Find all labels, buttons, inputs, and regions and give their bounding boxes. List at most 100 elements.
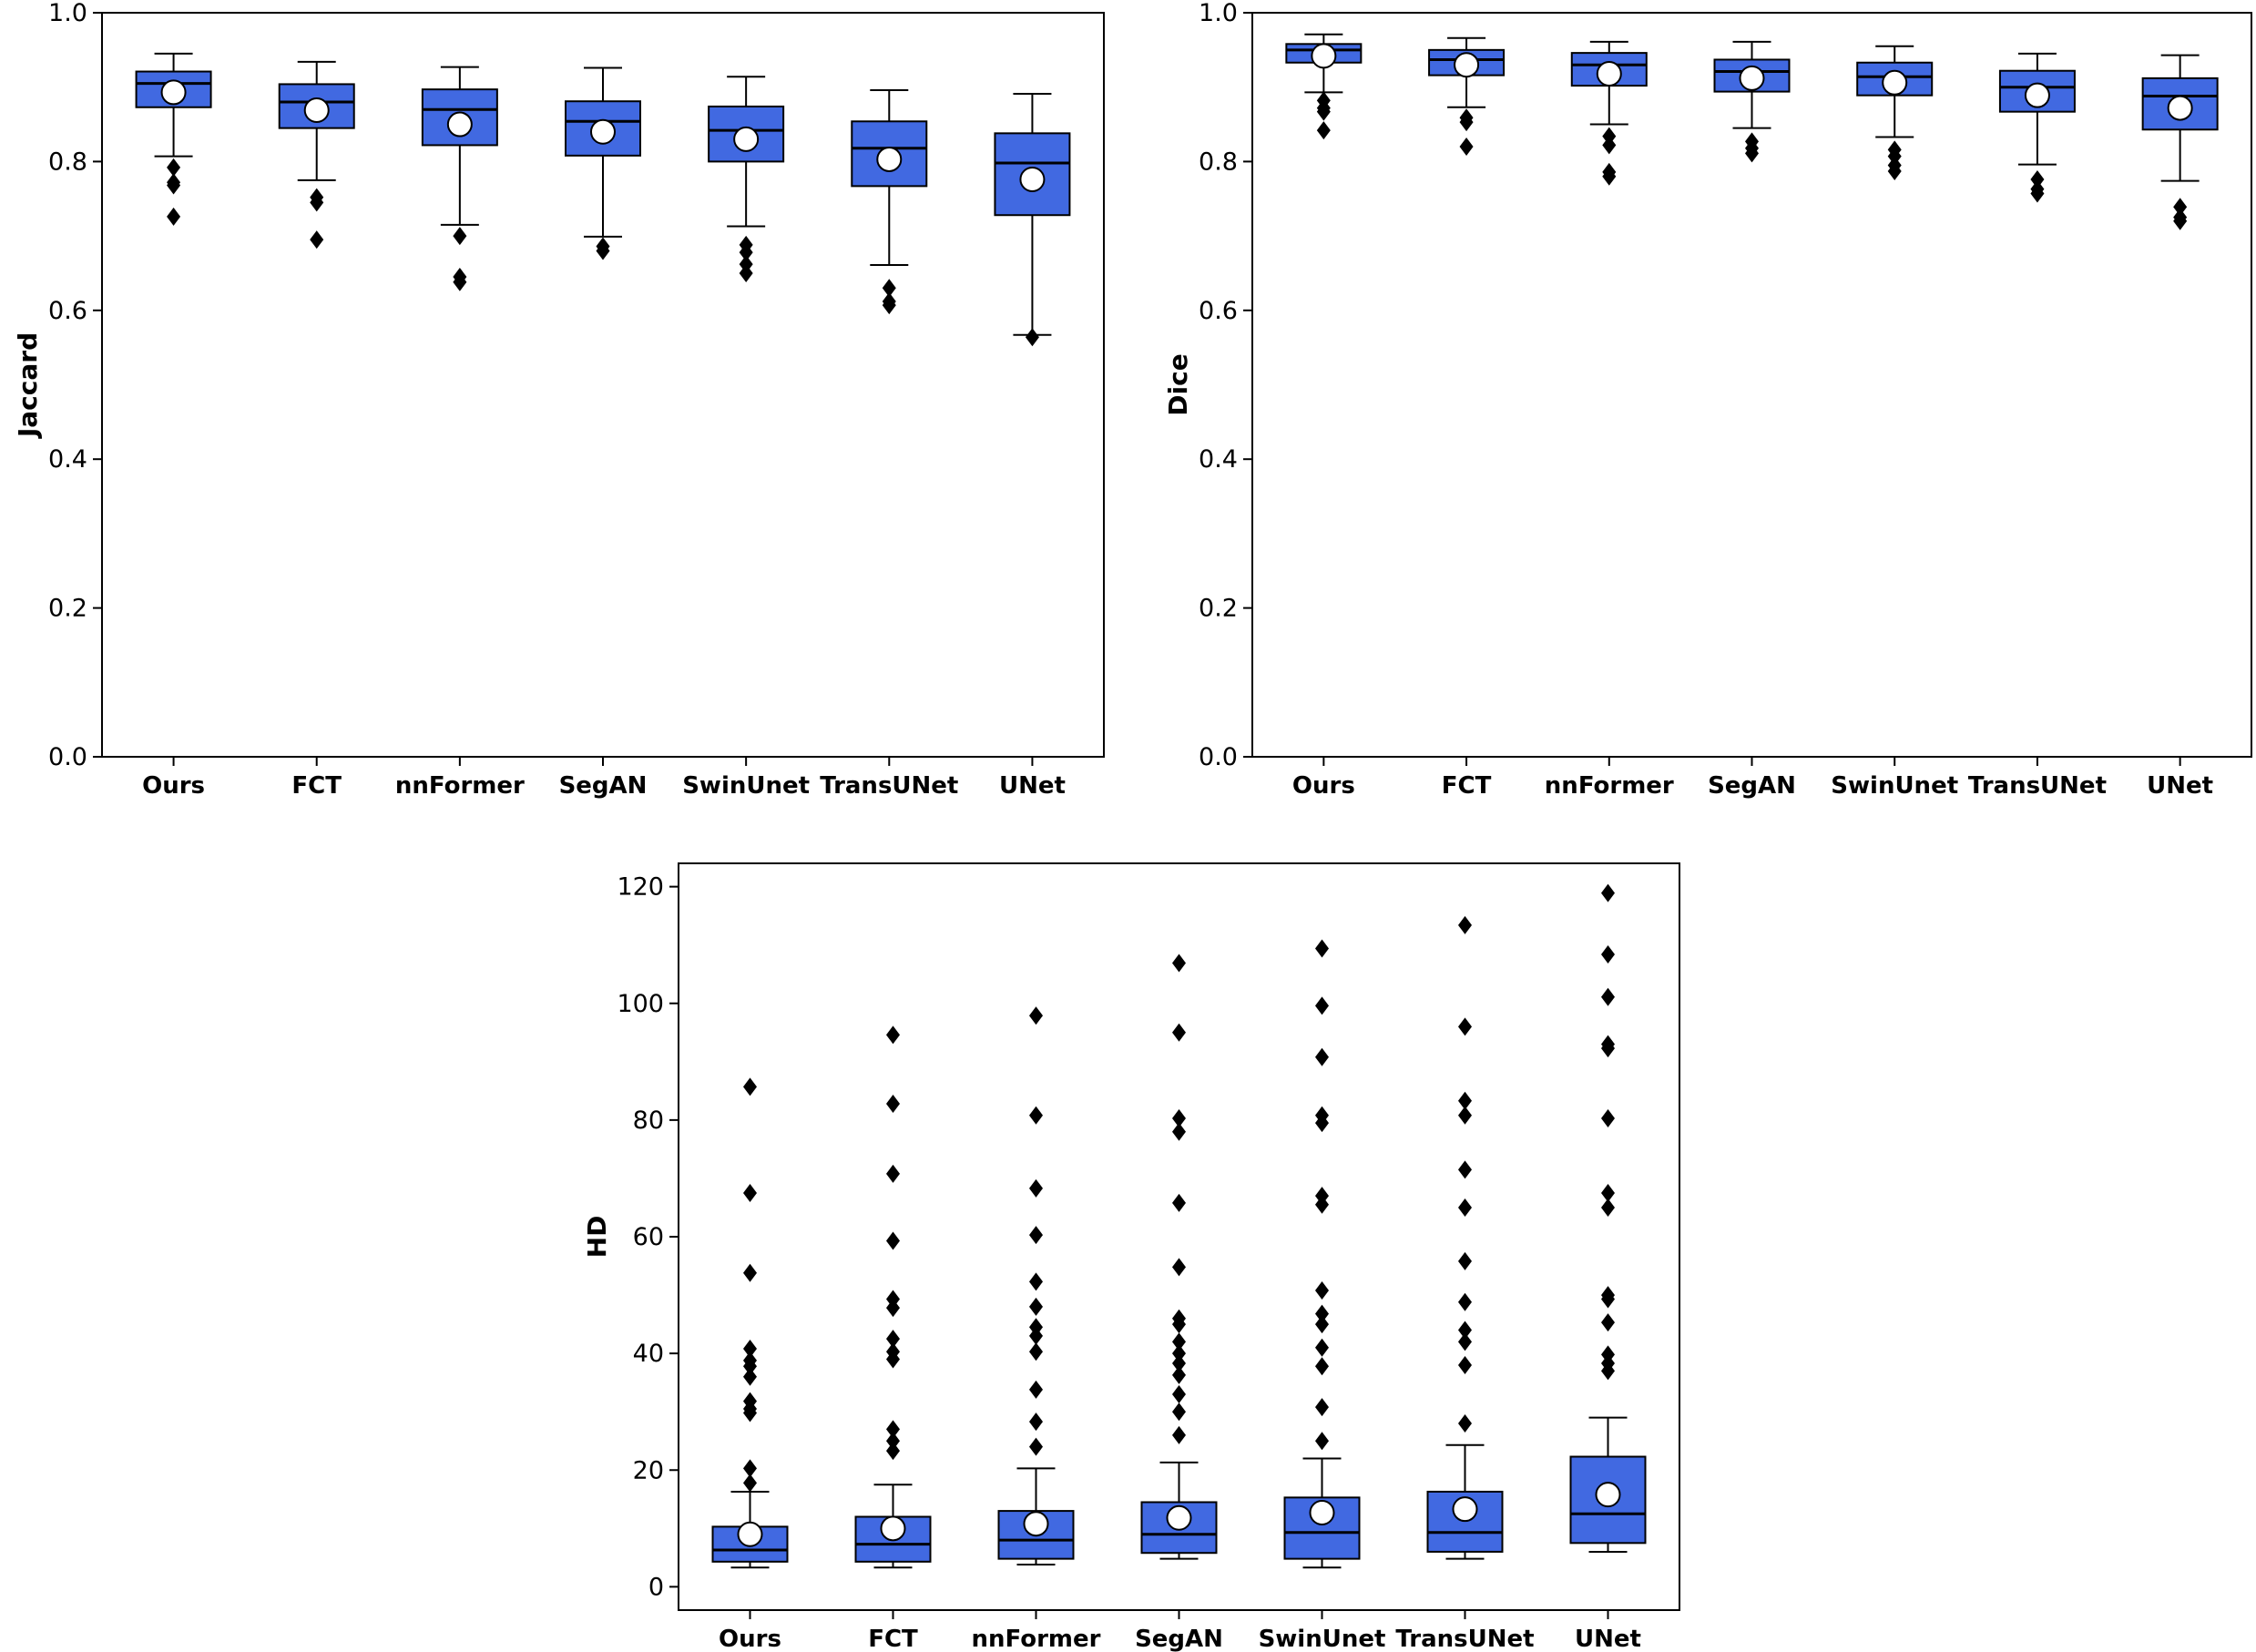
outlier-marker bbox=[1458, 1198, 1472, 1217]
dice-box-segan bbox=[1713, 40, 1791, 163]
hd-category-label: SwinUnet bbox=[1259, 1626, 1386, 1652]
hd-category-label: TransUNet bbox=[1395, 1626, 1534, 1652]
jaccard-ytick-label: 0.8 bbox=[48, 148, 87, 176]
hd-box-transunet bbox=[1426, 915, 1504, 1560]
outlier-marker bbox=[1315, 1114, 1329, 1133]
outlier-marker bbox=[1601, 1108, 1615, 1127]
hd-category-label: FCT bbox=[868, 1626, 918, 1652]
outlier-marker bbox=[1315, 1047, 1329, 1066]
outlier-marker bbox=[1602, 136, 1617, 155]
outlier-marker bbox=[743, 1263, 757, 1282]
hd-ytick-label: 100 bbox=[617, 990, 664, 1018]
outlier-marker bbox=[743, 1077, 757, 1096]
hd-ytick-label: 0 bbox=[648, 1573, 664, 1601]
outlier-marker bbox=[1315, 1432, 1329, 1451]
outlier-marker bbox=[886, 1350, 900, 1369]
outlier-marker bbox=[1315, 1195, 1329, 1214]
mean-marker bbox=[733, 126, 760, 152]
hd-category-label: nnFormer bbox=[972, 1626, 1101, 1652]
hd-ytick-label: 120 bbox=[617, 873, 664, 902]
outlier-marker bbox=[1601, 1313, 1615, 1332]
jaccard-category-label: Ours bbox=[142, 772, 205, 800]
outlier-marker bbox=[1029, 1006, 1043, 1025]
outlier-marker bbox=[1601, 1039, 1615, 1058]
mean-marker bbox=[737, 1521, 763, 1547]
outlier-marker bbox=[1601, 944, 1615, 964]
mean-marker bbox=[1452, 1496, 1478, 1523]
jaccard-category-label: SegAN bbox=[559, 772, 648, 800]
mean-marker bbox=[876, 146, 903, 172]
jaccard-category-label: TransUNet bbox=[820, 772, 958, 800]
dice-category-label: SegAN bbox=[1708, 772, 1796, 800]
outlier-marker bbox=[1315, 1338, 1329, 1357]
outlier-marker bbox=[2173, 211, 2188, 230]
mean-marker bbox=[1309, 1500, 1335, 1526]
outlier-marker bbox=[886, 1420, 900, 1439]
outlier-marker bbox=[1172, 1193, 1186, 1212]
jaccard-ytick-label: 1.0 bbox=[48, 0, 87, 27]
hd-ytick-label: 20 bbox=[633, 1456, 664, 1484]
outlier-marker bbox=[743, 1367, 757, 1386]
outlier-marker bbox=[1172, 1315, 1186, 1334]
outlier-marker bbox=[1172, 1365, 1186, 1384]
mean-marker bbox=[1595, 1482, 1621, 1508]
outlier-marker bbox=[886, 1025, 900, 1045]
outlier-marker bbox=[743, 1459, 757, 1478]
outlier-marker bbox=[1172, 1384, 1186, 1403]
outlier-marker bbox=[1601, 883, 1615, 902]
outlier-marker bbox=[1458, 1292, 1472, 1311]
hd-category-label: UNet bbox=[1575, 1626, 1641, 1652]
outlier-marker bbox=[1172, 1354, 1186, 1373]
outlier-marker bbox=[743, 1340, 757, 1358]
dice-ytick-label: 1.0 bbox=[1199, 0, 1238, 27]
mean-marker bbox=[1019, 167, 1046, 193]
dice-category-label: FCT bbox=[1442, 772, 1492, 800]
jaccard-category-label: SwinUnet bbox=[682, 772, 810, 800]
outlier-marker bbox=[453, 272, 467, 291]
dice-category-label: TransUNet bbox=[1968, 772, 2107, 800]
outlier-marker bbox=[453, 227, 467, 246]
outlier-marker bbox=[1458, 1251, 1472, 1270]
dice-category-label: nnFormer bbox=[1545, 772, 1674, 800]
hd-ytick-label: 40 bbox=[633, 1340, 664, 1368]
jaccard-box-fct bbox=[278, 60, 355, 250]
outlier-marker bbox=[1315, 1304, 1329, 1323]
outlier-marker bbox=[1029, 1226, 1043, 1245]
outlier-marker bbox=[1172, 1425, 1186, 1444]
outlier-marker bbox=[739, 243, 753, 262]
outlier-marker bbox=[1601, 1361, 1615, 1381]
outlier-marker bbox=[1315, 1315, 1329, 1334]
hd-box-unet bbox=[1569, 883, 1647, 1553]
outlier-marker bbox=[310, 230, 324, 250]
outlier-marker bbox=[886, 1299, 900, 1318]
outlier-marker bbox=[743, 1474, 757, 1493]
outlier-marker bbox=[1458, 1355, 1472, 1374]
outlier-marker bbox=[1172, 953, 1186, 973]
outlier-marker bbox=[739, 263, 753, 282]
outlier-marker bbox=[1029, 1272, 1043, 1291]
outlier-marker bbox=[2030, 170, 2045, 189]
dice-box-swinunet bbox=[1856, 45, 1934, 181]
outlier-marker bbox=[1172, 1258, 1186, 1277]
outlier-marker bbox=[1602, 167, 1617, 186]
hd-category-label: SegAN bbox=[1135, 1626, 1223, 1652]
dice-panel: 0.0 0.2 0.4 0.6 0.8 1.0 Dice Ours FCT nnFormer Seg… bbox=[1163, 0, 2252, 800]
outlier-marker bbox=[167, 158, 181, 177]
outlier-marker bbox=[1458, 915, 1472, 934]
hd-box-segan bbox=[1140, 953, 1218, 1560]
outlier-marker bbox=[1458, 1321, 1472, 1340]
outlier-marker bbox=[596, 241, 610, 260]
outlier-marker bbox=[1029, 1437, 1043, 1456]
outlier-marker bbox=[1315, 939, 1329, 958]
outlier-marker bbox=[886, 1442, 900, 1461]
outlier-marker bbox=[1315, 1280, 1329, 1300]
dice-box-fct bbox=[1428, 36, 1506, 157]
outlier-marker bbox=[743, 1403, 757, 1423]
outlier-marker bbox=[1316, 121, 1331, 140]
outlier-marker bbox=[1601, 1290, 1615, 1309]
jaccard-box-unet bbox=[994, 93, 1071, 347]
outlier-marker bbox=[886, 1330, 900, 1349]
outlier-marker bbox=[310, 193, 324, 212]
outlier-marker bbox=[1459, 138, 1474, 157]
